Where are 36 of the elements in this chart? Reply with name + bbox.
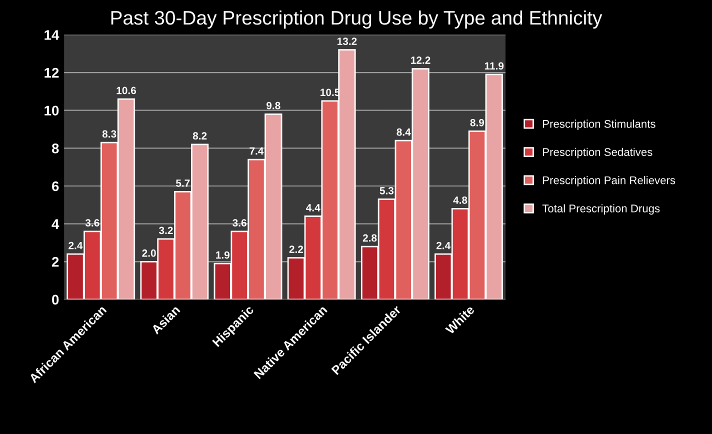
data-label: 7.4 (250, 147, 264, 155)
data-label: 12.2 (411, 56, 430, 64)
data-label: 2.4 (68, 242, 83, 250)
data-label: 3.2 (158, 226, 173, 234)
y-tick-label: 6 (52, 181, 59, 192)
data-label: 3.6 (85, 219, 100, 227)
y-tick-label: 8 (52, 144, 59, 154)
legend-label: Total Prescription Drugs (542, 204, 660, 215)
y-tick-label: 0 (52, 294, 59, 305)
data-label: 11.9 (484, 62, 504, 70)
data-label: 4.4 (306, 204, 320, 212)
data-label: 2.8 (362, 234, 377, 242)
legend-label: Prescription Sedatives (543, 148, 652, 158)
data-label: 2.0 (142, 249, 156, 257)
y-tick-label: 14 (44, 30, 60, 40)
y-tick-label: 2 (52, 256, 59, 267)
chart-title: Past 30-Day Prescription Drug Use by Type and Ethnicity (111, 10, 602, 29)
data-label: 13.2 (337, 38, 357, 46)
data-label: 5.7 (176, 180, 190, 187)
data-label: 9.8 (266, 102, 280, 110)
data-label: 5.3 (380, 187, 394, 194)
data-label: 8.3 (102, 130, 116, 138)
data-label: 2.2 (289, 246, 304, 253)
y-tick-label: 12 (44, 68, 59, 78)
data-label: 10.6 (116, 86, 136, 94)
legend-label: Prescription Stimulants (543, 120, 656, 130)
data-label: 3.6 (232, 219, 246, 227)
data-label: 8.2 (192, 132, 207, 140)
y-tick-label: 4 (52, 219, 60, 229)
legend-label: Prescription Pain Relievers (543, 176, 676, 186)
data-label: 4.8 (453, 196, 468, 204)
data-label: 1.9 (216, 251, 230, 259)
data-label: 8.9 (470, 118, 484, 126)
y-tick-label: 10 (44, 106, 59, 116)
data-label: 8.4 (396, 128, 411, 136)
data-label: 2.4 (436, 242, 451, 250)
